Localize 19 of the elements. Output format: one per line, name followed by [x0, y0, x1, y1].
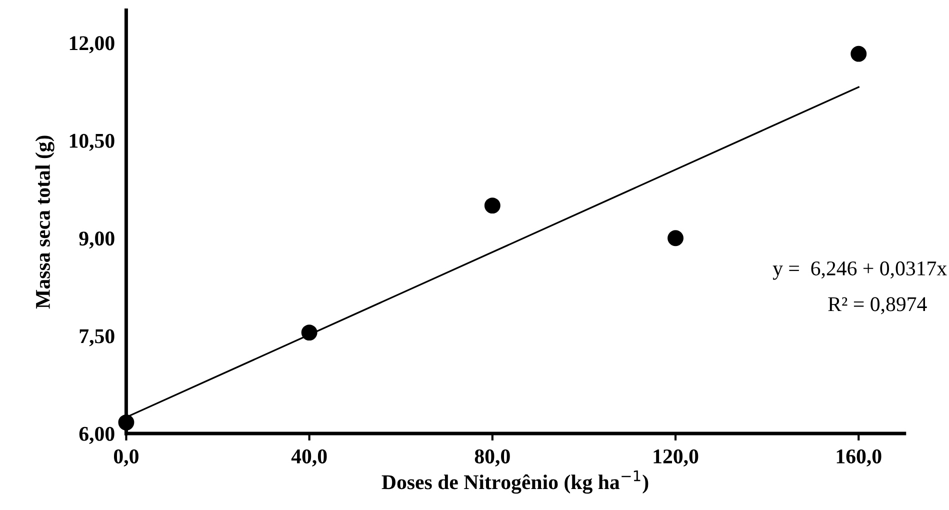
x-tick-label: 120,0	[654, 449, 698, 466]
x-tick-label: 160,0	[836, 449, 882, 466]
point	[118, 414, 134, 430]
y-tick-label: 9,00	[79, 232, 114, 249]
annotation: y = 6,246 + 0,0317x	[772, 261, 947, 280]
y-axis-title: Massa seca total (g)	[35, 136, 54, 309]
y-tick-label: 7,50	[80, 329, 114, 346]
y-tick-label: 12,00	[70, 36, 114, 54]
x-tick-label: 40,0	[291, 449, 327, 466]
y-tick-label: 10,50	[70, 134, 114, 151]
annotation: R² = 0,8974	[828, 297, 927, 314]
x-tick-label: 80,0	[474, 449, 510, 466]
point	[301, 324, 318, 341]
y-tick-label: 6,00	[79, 426, 114, 444]
x-axis-title: Doses de Nitrogênio (kg ha$^{−1}$)	[382, 470, 648, 494]
point	[484, 198, 500, 214]
point	[850, 46, 867, 62]
x-tick-label: 0,0	[114, 449, 138, 466]
point	[668, 230, 684, 246]
